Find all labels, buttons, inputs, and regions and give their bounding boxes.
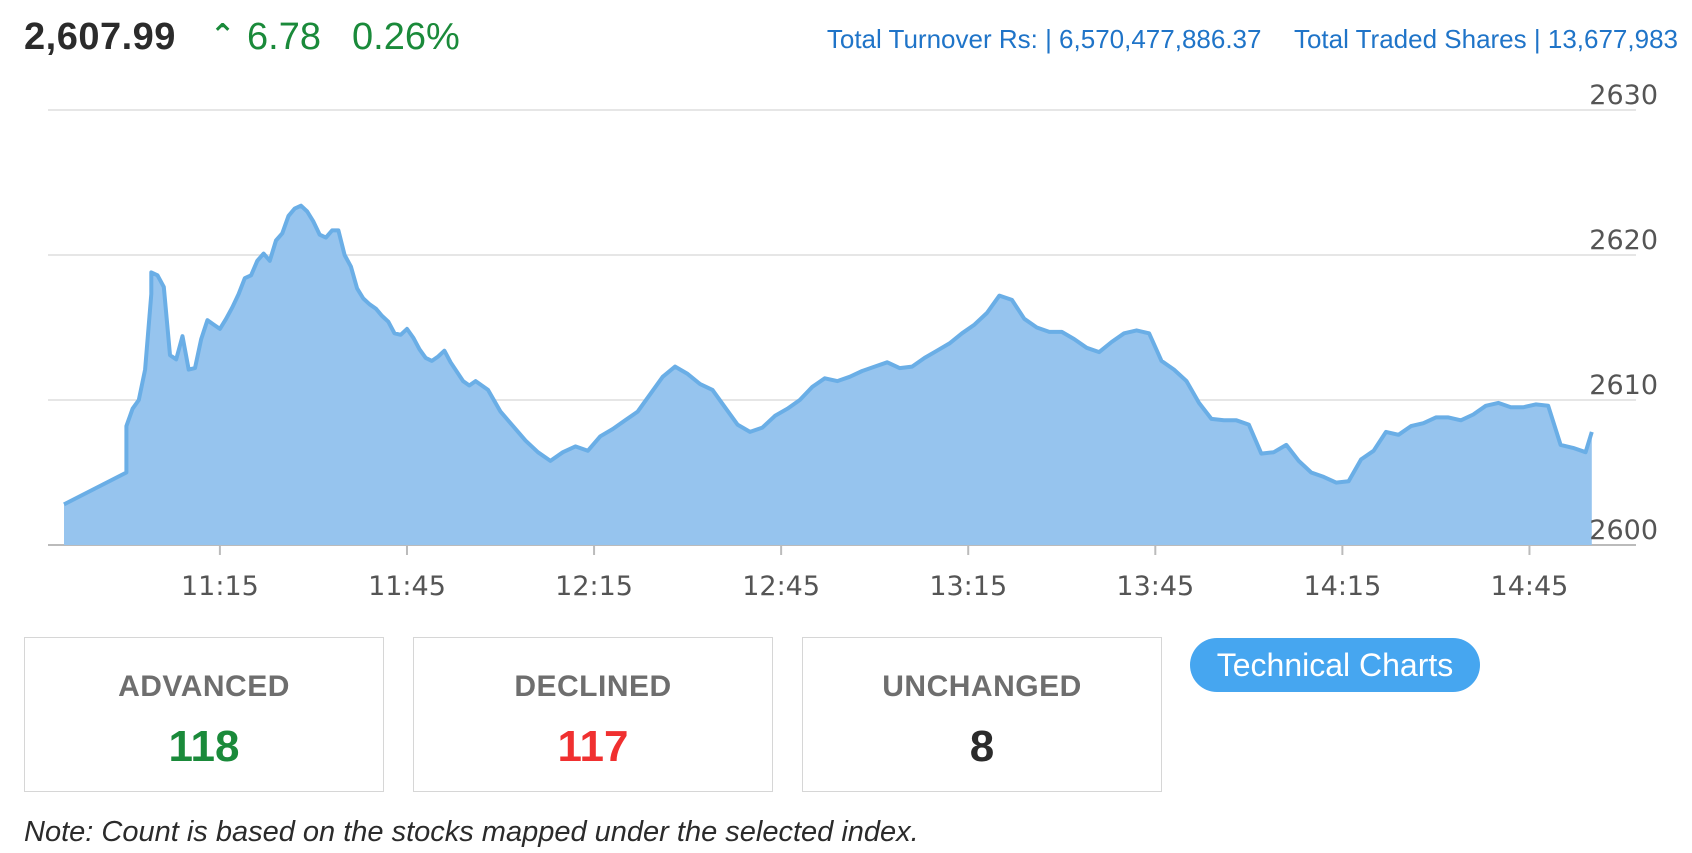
x-tick-label: 11:45 — [368, 571, 446, 602]
count-note: Note: Count is based on the stocks mappe… — [24, 816, 919, 848]
index-change: 6.78 — [247, 16, 321, 58]
x-tick-label: 13:15 — [929, 571, 1007, 602]
x-tick-label: 14:45 — [1491, 571, 1569, 602]
index-area-fill — [64, 205, 1592, 545]
advanced-box: ADVANCED 118 — [24, 637, 384, 792]
traded-shares-label: Total Traded Shares — [1293, 24, 1527, 54]
x-tick-label: 12:15 — [555, 571, 633, 602]
technical-charts-button[interactable]: Technical Charts — [1190, 638, 1480, 692]
turnover-label: Total Turnover Rs: — [826, 24, 1038, 54]
unchanged-count: 8 — [969, 722, 995, 771]
x-tick-label: 14:15 — [1303, 571, 1381, 602]
unchanged-box: UNCHANGED 8 — [802, 637, 1162, 792]
y-tick-label: 2620 — [1589, 225, 1658, 256]
intraday-area-chart: 2600 2610 2620 2630 11:15 11:45 12:15 12:45 13:1… — [48, 80, 1658, 602]
index-header: 2,607.99 ⌃ 6.78 0.26% Total Turnover Rs:… — [0, 0, 1692, 80]
advanced-count: 118 — [168, 722, 240, 771]
declined-count: 117 — [557, 722, 629, 771]
declined-label: DECLINED — [514, 670, 672, 703]
y-tick-label: 2610 — [1589, 370, 1658, 401]
traded-shares-value: | 13,677,983 — [1533, 24, 1678, 54]
index-value: 2,607.99 — [24, 16, 176, 58]
y-tick-label: 2630 — [1589, 80, 1658, 111]
advanced-label: ADVANCED — [118, 670, 290, 703]
x-tick-label: 11:15 — [181, 571, 259, 602]
x-tick-label: 12:45 — [742, 571, 820, 602]
market-totals: Total Turnover Rs: | 6,570,477,886.37 To… — [827, 24, 1678, 55]
y-tick-label: 2600 — [1589, 515, 1658, 546]
turnover-value: | 6,570,477,886.37 — [1045, 24, 1262, 54]
index-change-percent: 0.26% — [352, 16, 460, 58]
caret-up-icon: ⌃ — [210, 19, 236, 52]
x-tick-label: 13:45 — [1116, 571, 1194, 602]
unchanged-label: UNCHANGED — [882, 670, 1082, 703]
index-line — [63, 203, 1594, 507]
declined-box: DECLINED 117 — [413, 637, 773, 792]
